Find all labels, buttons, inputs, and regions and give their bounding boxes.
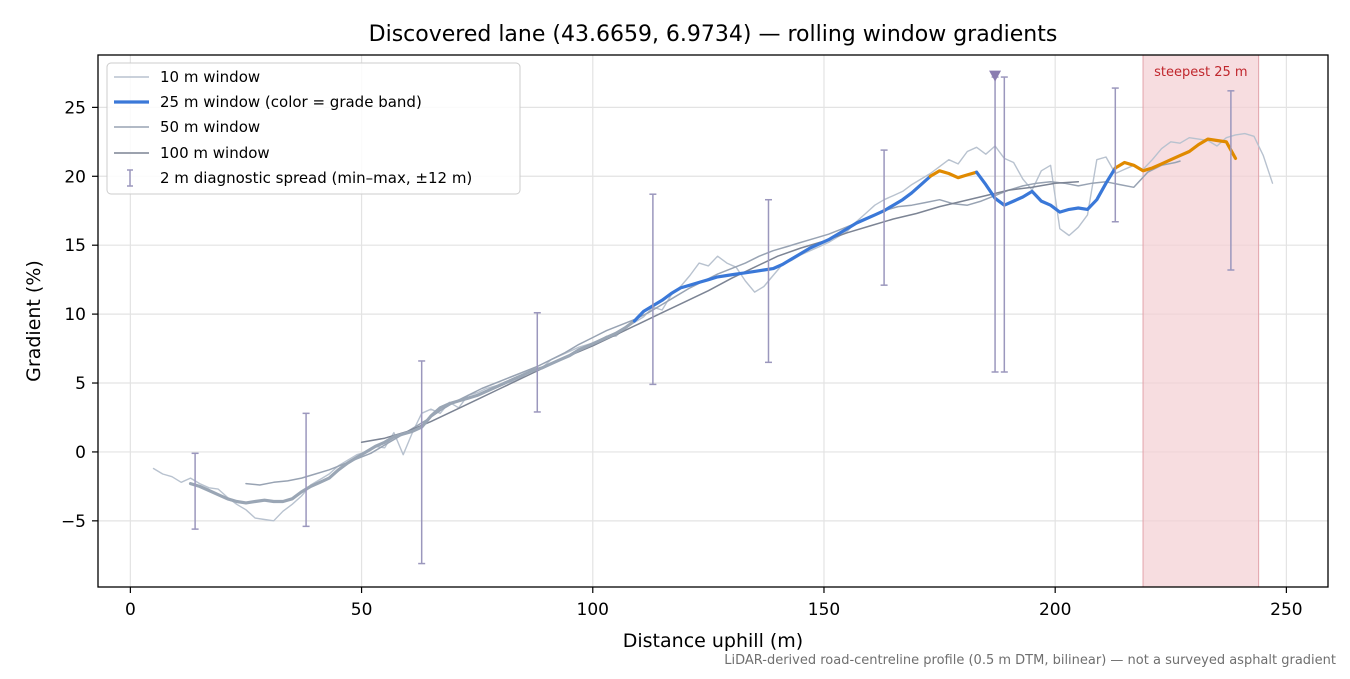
chart-title: Discovered lane (43.6659, 6.9734) — roll… [369, 22, 1058, 47]
x-tick-label: 250 [1270, 600, 1302, 620]
steepest-band-label: steepest 25 m [1154, 65, 1247, 80]
y-tick-label: −5 [61, 512, 86, 532]
legend-label: 2 m diagnostic spread (min–max, ±12 m) [160, 169, 472, 187]
y-axis: −5 0 5 10 15 20 25 [61, 98, 98, 532]
series-100m-line [360, 181, 1080, 444]
legend-box [106, 62, 521, 195]
x-axis: 0 50 100 150 200 250 [125, 587, 1303, 620]
y-tick-label: 15 [64, 236, 86, 256]
x-tick-label: 50 [351, 600, 373, 620]
legend-label: 10 m window [160, 68, 260, 86]
legend-label: 100 m window [160, 144, 270, 162]
y-tick-label: 20 [64, 167, 86, 187]
series-50m-line [245, 160, 1181, 486]
legend-label: 25 m window (color = grade band) [160, 93, 422, 111]
series-25m-moderate-segment [632, 174, 932, 323]
series-25m-moderate-segment [975, 166, 1117, 214]
legend: 10 m window 25 m window (color = grade ba… [106, 62, 521, 195]
x-tick-label: 100 [577, 600, 609, 620]
y-axis-label: Gradient (%) [23, 260, 45, 382]
legend-label: 50 m window [160, 118, 260, 136]
y-tick-label: 10 [64, 305, 86, 325]
x-axis-label: Distance uphill (m) [623, 630, 803, 652]
footnote: LiDAR-derived road-centreline profile (0… [724, 653, 1336, 668]
y-tick-label: 5 [75, 374, 86, 394]
plot-area [152, 132, 1274, 522]
steepest-band-rect [1142, 54, 1260, 588]
steepest-band: steepest 25 m [1142, 54, 1260, 588]
series-25m-gentle-segment [188, 319, 636, 505]
plot-frame [97, 54, 1329, 588]
y-tick-label: 25 [64, 98, 86, 118]
x-tick-label: 0 [125, 600, 136, 620]
max-marker [989, 70, 1002, 82]
series-25m-steep-segment [928, 169, 979, 180]
x-tick-label: 200 [1039, 600, 1071, 620]
series-25m-steep-segment [1113, 137, 1238, 173]
max-marker-triangle [989, 70, 1002, 82]
x-tick-label: 150 [808, 600, 840, 620]
y-tick-label: 0 [75, 443, 86, 463]
spread-bars [191, 76, 1235, 565]
